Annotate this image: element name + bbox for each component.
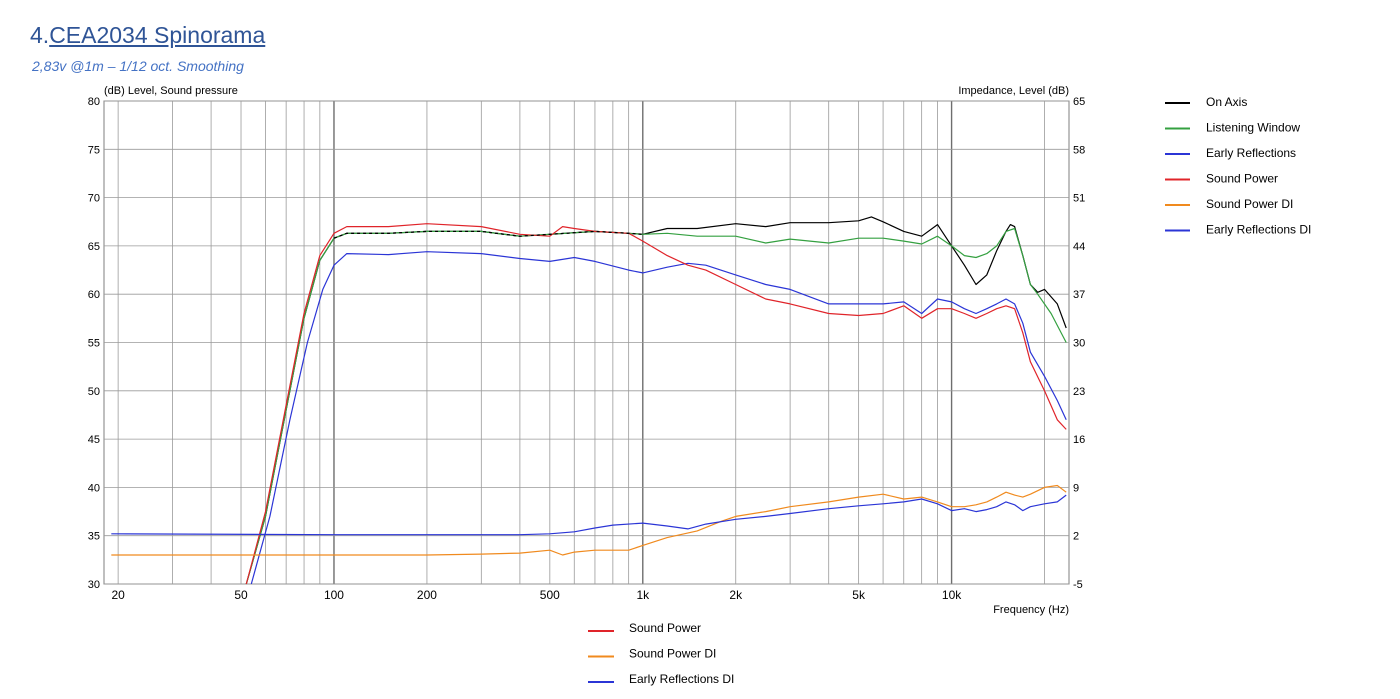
y-tick-label: 35 — [88, 531, 100, 543]
y2-tick-label: 23 — [1073, 386, 1085, 398]
y-tick-label: 80 — [88, 96, 100, 108]
y2-tick-label: -5 — [1073, 579, 1083, 591]
legend-label: Sound Power DI — [1206, 197, 1293, 211]
y-tick-label: 30 — [88, 579, 100, 591]
x-tick-label: 100 — [324, 588, 344, 602]
series-curves — [111, 216, 1067, 585]
series-line — [245, 223, 1067, 585]
x-tick-label: 500 — [540, 588, 560, 602]
legend-label: Sound Power — [629, 621, 701, 635]
y2-tick-label: 30 — [1073, 338, 1085, 350]
page-subheading: 2,83v @1m – 1/12 oct. Smoothing — [32, 58, 244, 74]
heading-title: CEA2034 Spinorama — [49, 22, 266, 48]
x-tick-label: 200 — [417, 588, 437, 602]
legend-label: Early Reflections — [1206, 146, 1296, 160]
y2-tick-label: 9 — [1073, 482, 1079, 494]
x-tick-label: 10k — [942, 588, 962, 602]
y-tick-label: 40 — [88, 482, 100, 494]
heading-prefix: 4. — [30, 22, 50, 48]
y-tick-label: 50 — [88, 386, 100, 398]
y2-tick-label: 2 — [1073, 531, 1079, 543]
x-tick-label: 1k — [636, 588, 650, 602]
y-tick-label: 70 — [88, 193, 100, 205]
x-tick-label: 20 — [111, 588, 125, 602]
grid — [104, 100, 1069, 585]
x-axis-label: Frequency (Hz) — [993, 604, 1069, 616]
legend-label: Sound Power — [1206, 172, 1278, 186]
y-tick-label: 65 — [88, 241, 100, 253]
series-line — [111, 494, 1067, 536]
legend-label: On Axis — [1206, 95, 1247, 109]
y-axis-label: (dB) Level, Sound pressure — [104, 85, 238, 97]
legend-label: Early Reflections DI — [1206, 223, 1311, 237]
series-line — [250, 251, 1067, 585]
y-tick-label: 75 — [88, 144, 100, 156]
y-tick-label: 45 — [88, 434, 100, 446]
y2-tick-label: 51 — [1073, 193, 1085, 205]
x-tick-label: 2k — [729, 588, 743, 602]
y-tick-label: 60 — [88, 289, 100, 301]
series-line — [111, 484, 1067, 556]
tick-labels: 30 35 40 45 50 55 60 65 70 75 80 -5 2 9 16 23 30 37 44 51 58… — [88, 96, 1086, 602]
x-tick-label: 5k — [852, 588, 866, 602]
y2-tick-label: 58 — [1073, 144, 1085, 156]
y2-tick-label: 37 — [1073, 289, 1085, 301]
legend-label: Early Reflections DI — [629, 672, 734, 686]
y2-tick-label: 44 — [1073, 241, 1085, 253]
page-heading: 4.CEA2034 Spinorama — [30, 22, 265, 49]
y-tick-label: 55 — [88, 338, 100, 350]
y2-axis-label: Impedance, Level (dB) — [958, 85, 1069, 97]
y2-tick-label: 65 — [1073, 96, 1085, 108]
x-tick-label: 50 — [234, 588, 248, 602]
legend-label: Listening Window — [1206, 121, 1300, 135]
legend-label: Sound Power DI — [629, 647, 716, 661]
legends: On Axis Listening Window Early Reflections… — [588, 95, 1311, 686]
y2-tick-label: 16 — [1073, 434, 1085, 446]
